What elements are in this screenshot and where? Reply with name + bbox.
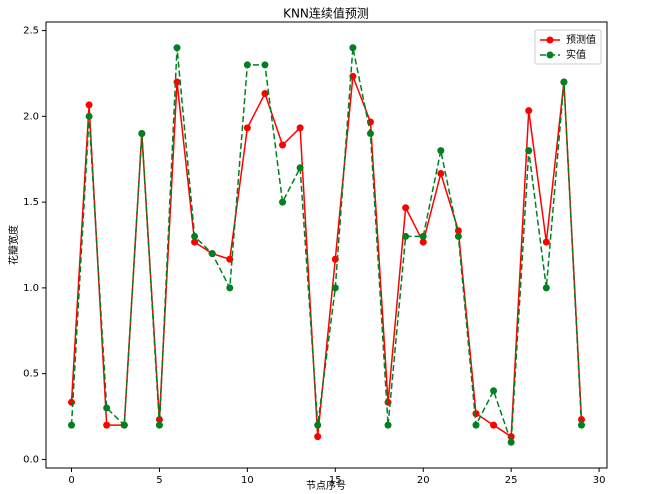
point: [120, 421, 128, 429]
point: [279, 198, 287, 206]
point: [525, 147, 533, 155]
point: [173, 44, 181, 52]
x-tick-label: 10: [241, 475, 254, 486]
y-tick-label: 0.5: [23, 369, 39, 380]
point: [542, 238, 550, 246]
point: [103, 421, 111, 429]
point: [490, 421, 498, 429]
point: [103, 404, 111, 412]
x-tick-label: 0: [68, 475, 74, 486]
point: [419, 238, 427, 246]
x-tick-label: 15: [329, 475, 342, 486]
legend-marker: [546, 36, 554, 44]
point: [402, 232, 410, 240]
plot-frame: [45, 21, 608, 469]
y-tick-label: 1.5: [23, 197, 39, 208]
point: [366, 130, 374, 137]
point: [155, 421, 163, 429]
point: [384, 421, 392, 429]
point: [226, 284, 234, 292]
point: [472, 410, 480, 418]
point: [261, 90, 269, 98]
x-axis-label: 节点序号: [306, 479, 346, 492]
y-tick-label: 1.0: [23, 283, 39, 294]
point: [85, 112, 93, 120]
point: [525, 107, 533, 115]
point: [437, 147, 445, 155]
point: [542, 284, 550, 292]
y-axis-label: 花瓣宽度: [7, 225, 20, 265]
x-tick-label: 30: [593, 475, 606, 486]
point: [560, 78, 568, 86]
point: [68, 398, 75, 406]
point: [490, 387, 498, 395]
point: [191, 238, 199, 246]
point: [296, 124, 304, 132]
point: [314, 421, 322, 429]
point: [454, 232, 462, 240]
point: [85, 101, 93, 109]
point: [243, 124, 251, 132]
point: [191, 232, 199, 240]
series-line: [70, 76, 583, 438]
legend-marker: [546, 51, 554, 59]
x-tick-label: 20: [417, 475, 430, 486]
x-tick-label: 5: [156, 475, 162, 486]
point: [437, 169, 445, 177]
point: [68, 421, 75, 429]
y-tick-label: 0.0: [23, 454, 39, 465]
point: [507, 438, 515, 446]
point: [208, 250, 216, 258]
point: [578, 421, 585, 429]
point: [279, 141, 287, 149]
point: [261, 61, 269, 69]
legend-label: 预测值: [566, 33, 596, 46]
point: [314, 433, 322, 441]
point: [296, 164, 304, 172]
point: [419, 232, 427, 240]
point: [331, 284, 339, 292]
y-tick-label: 2.0: [23, 111, 39, 122]
point: [138, 130, 146, 137]
series-line: [70, 47, 583, 443]
y-tick-label: 2.5: [23, 26, 39, 37]
x-tick-label: 25: [505, 475, 518, 486]
point: [349, 44, 357, 52]
legend-label: 实值: [566, 48, 586, 61]
chart-title: KNN连续值预测: [283, 6, 369, 21]
point: [402, 204, 410, 212]
point: [472, 421, 480, 429]
point: [243, 61, 251, 69]
